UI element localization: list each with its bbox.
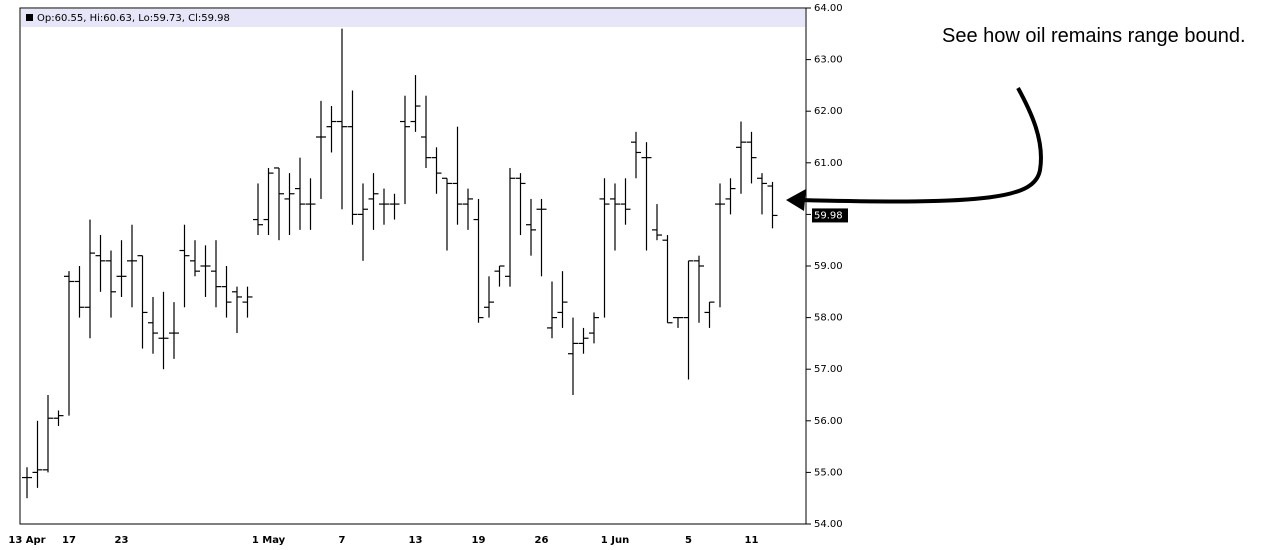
x-tick-label: 19 <box>472 535 486 546</box>
y-tick-label: 56.00 <box>814 416 843 427</box>
x-tick-label: 26 <box>535 535 549 546</box>
legend-text: Op:60.55, Hi:60.63, Lo:59.73, Cl:59.98 <box>37 13 230 24</box>
y-tick-label: 62.00 <box>814 106 843 117</box>
y-tick-label: 63.00 <box>814 55 843 66</box>
last-value-box <box>812 208 848 223</box>
y-tick-label: 58.00 <box>814 313 843 324</box>
legend-swatch <box>26 14 33 21</box>
y-tick-label: 59.00 <box>814 261 843 272</box>
x-tick-label: 1 Jun <box>601 535 629 546</box>
y-tick-label: 54.00 <box>814 519 843 530</box>
x-tick-label: 7 <box>339 535 346 546</box>
arrow-head <box>786 189 806 211</box>
x-tick-label: 13 Apr <box>8 535 45 546</box>
annotation-arrow <box>799 87 1043 204</box>
x-tick-label: 23 <box>115 535 129 546</box>
x-tick-label: 17 <box>62 535 76 546</box>
x-tick-label: 11 <box>745 535 759 546</box>
y-tick-label: 57.00 <box>814 364 843 375</box>
x-tick-label: 1 May <box>252 535 286 546</box>
x-tick-label: 5 <box>685 535 692 546</box>
annotation: See how oil remains range bound. <box>942 25 1246 47</box>
x-tick-label: 13 <box>409 535 423 546</box>
y-tick-label: 61.00 <box>814 158 843 169</box>
y-tick-label: 64.00 <box>814 3 843 14</box>
plot-area <box>19 7 807 525</box>
y-tick-label: 55.00 <box>814 467 843 478</box>
legend-bar <box>21 9 805 27</box>
last-value-label: 59.98 <box>814 210 843 221</box>
